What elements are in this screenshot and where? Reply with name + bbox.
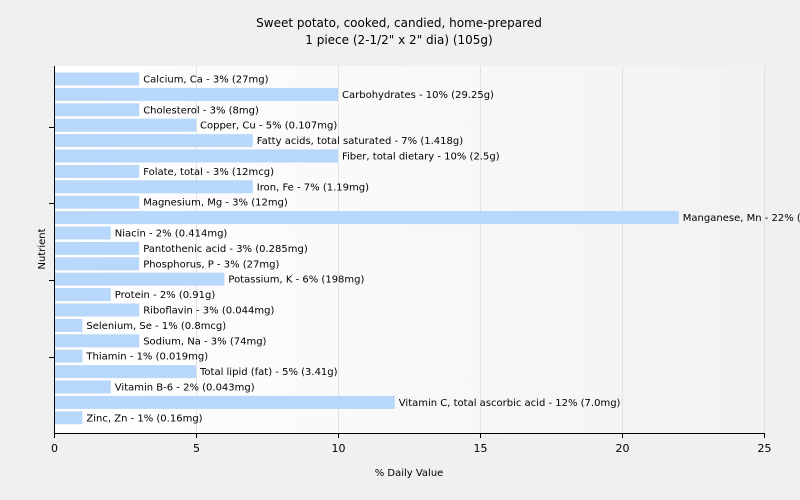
bar-label: Potassium, K - 6% (198mg) <box>228 275 364 286</box>
x-tick-label: 15 <box>474 442 488 455</box>
bar <box>54 380 111 394</box>
bar <box>54 272 225 286</box>
bar-label: Carbohydrates - 10% (29.25g) <box>342 90 494 101</box>
bar-label: Magnesium, Mg - 3% (12mg) <box>143 198 288 209</box>
bar <box>54 195 140 209</box>
bar <box>54 211 679 225</box>
bar-label: Riboflavin - 3% (0.044mg) <box>143 306 274 317</box>
bar-label: Thiamin - 1% (0.019mg) <box>85 352 208 363</box>
bar-label: Cholesterol - 3% (8mg) <box>143 105 259 116</box>
bar <box>54 103 140 117</box>
bar <box>54 87 338 101</box>
bar <box>54 257 140 271</box>
x-tick-label: 0 <box>51 442 58 455</box>
bar-label: Sodium, Na - 3% (74mg) <box>143 336 266 347</box>
bar-label: Copper, Cu - 5% (0.107mg) <box>200 121 337 132</box>
bar-label: Fiber, total dietary - 10% (2.5g) <box>342 152 500 163</box>
bar <box>54 349 83 363</box>
bar-label: Zinc, Zn - 1% (0.16mg) <box>86 413 202 424</box>
bar <box>54 241 140 255</box>
bar <box>54 365 196 379</box>
bar-label: Protein - 2% (0.91g) <box>115 290 216 301</box>
bar <box>54 226 111 240</box>
bar-label: Total lipid (fat) - 5% (3.41g) <box>199 367 338 378</box>
bar <box>54 288 111 302</box>
x-tick-label: 25 <box>758 442 772 455</box>
x-tick-label: 10 <box>332 442 346 455</box>
x-tick-label: 5 <box>193 442 200 455</box>
bars: Calcium, Ca - 3% (27mg) Carbohydrates - 1… <box>54 72 800 425</box>
x-tick-label: 20 <box>616 442 630 455</box>
bar-label: Folate, total - 3% (12mcg) <box>143 167 274 178</box>
bar-label: Vitamin B-6 - 2% (0.043mg) <box>115 383 255 394</box>
bar <box>54 411 83 425</box>
grid <box>196 66 765 433</box>
bar <box>54 164 140 178</box>
axes: 0 5 10 15 20 25 <box>49 66 772 455</box>
bar <box>54 318 83 332</box>
bar <box>54 395 395 409</box>
chart-title: Sweet potato, cooked, candied, home-prep… <box>256 16 542 30</box>
bar-label: Niacin - 2% (0.414mg) <box>115 229 228 240</box>
bar-label: Vitamin C, total ascorbic acid - 12% (7.… <box>399 398 621 409</box>
chart-subtitle: 1 piece (2-1/2" x 2" dia) (105g) <box>305 33 492 47</box>
y-axis-title: Nutrient <box>37 228 48 269</box>
bar <box>54 72 140 86</box>
bar-label: Iron, Fe - 7% (1.19mg) <box>257 182 369 193</box>
bar <box>54 149 338 163</box>
bar <box>54 180 253 194</box>
bar <box>54 134 253 148</box>
bar-label: Calcium, Ca - 3% (27mg) <box>143 75 268 86</box>
bar-label: Phosphorus, P - 3% (27mg) <box>143 259 279 270</box>
bar <box>54 118 196 132</box>
x-axis-title: % Daily Value <box>375 468 444 479</box>
bar-label: Pantothenic acid - 3% (0.285mg) <box>143 244 308 255</box>
bar-label: Manganese, Mn - 22% (0.448mg) <box>683 213 800 224</box>
bar-label: Selenium, Se - 1% (0.8mcg) <box>86 321 226 332</box>
bar <box>54 334 140 348</box>
bar <box>54 303 140 317</box>
bar-label: Fatty acids, total saturated - 7% (1.418… <box>257 136 463 147</box>
